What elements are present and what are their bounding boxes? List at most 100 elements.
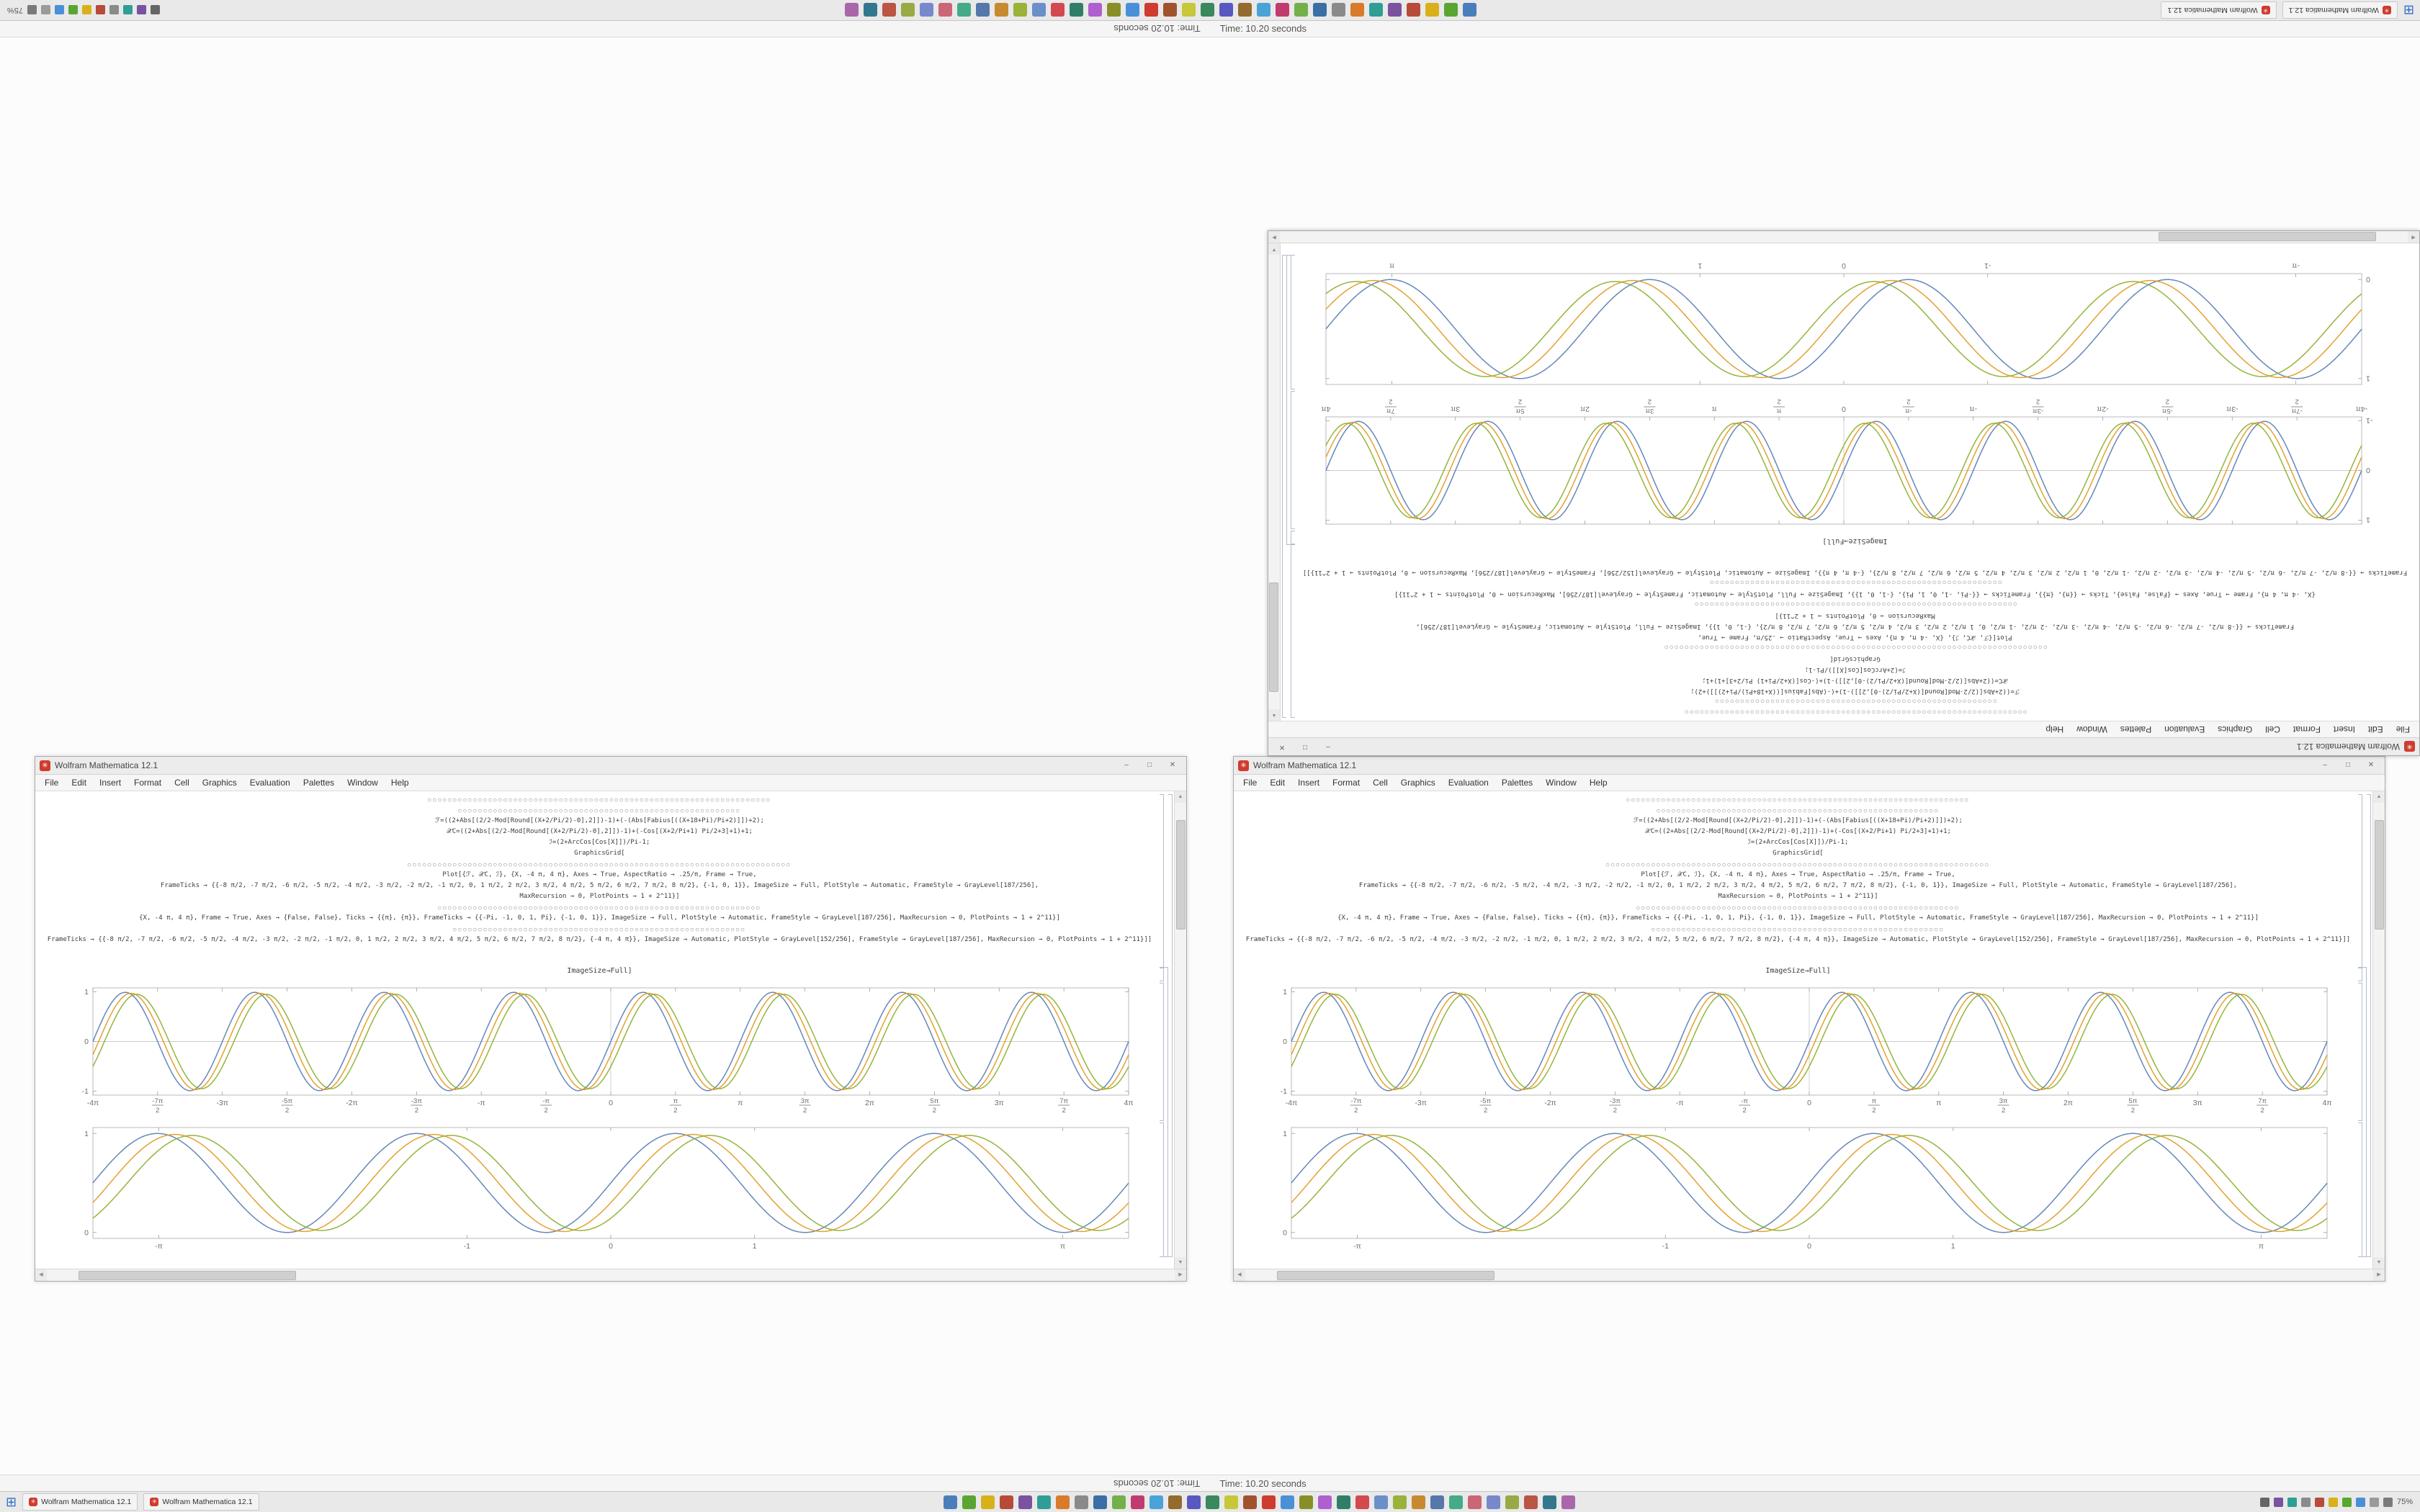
taskbar-app-icon[interactable] [1224, 1495, 1239, 1509]
minimize-button[interactable]: – [2323, 761, 2327, 769]
tray-icon[interactable] [2328, 1497, 2338, 1507]
code-line[interactable]: FrameTicks → {{-8 π/2, -7 π/2, -6 π/2, -… [1245, 936, 2351, 943]
close-button[interactable]: ✕ [2367, 761, 2375, 769]
taskbar-app-icon[interactable] [1393, 1495, 1407, 1509]
scroll-left-arrow[interactable]: ◀ [35, 1269, 47, 1281]
taskbar-app-icon[interactable] [1262, 1495, 1276, 1509]
smooth-plot-output[interactable]: -π -1 0 1 π 0 1 [1258, 1122, 2339, 1256]
smooth-plot-output[interactable]: -π -1 0 1 π 0 1 [60, 1122, 1140, 1256]
menu-file[interactable]: File [1243, 778, 1258, 788]
tray-icon[interactable] [2300, 1497, 2311, 1507]
taskbar-app-icon[interactable] [1056, 1495, 1070, 1509]
code-line[interactable]: Plot[{ℱ, 𝒳C, ℐ}, {X, -4 π, 4 π}, Axes → … [442, 871, 757, 878]
menu-insert[interactable]: Insert [99, 778, 122, 788]
menu-window[interactable]: Window [347, 778, 378, 788]
menu-file[interactable]: File [45, 778, 59, 788]
tray-icon[interactable] [2341, 1497, 2352, 1507]
code-line[interactable]: ℐ=(2+ArcCos[Cos[X]])/Pi-1; [1747, 839, 1849, 846]
window-titlebar[interactable]: ✳ Wolfram Mathematica 12.1 – □ ✕ [1234, 757, 2385, 775]
menu-help[interactable]: Help [1589, 778, 1608, 788]
maximize-button[interactable]: □ [2345, 761, 2351, 769]
start-button-icon[interactable]: ⊞ [6, 1495, 17, 1509]
code-line[interactable]: {X, -4 π, 4 π}, Frame → True, Axes → {Fa… [139, 914, 1060, 922]
inline-graphics-row[interactable]: ○○○○○○○○○○○○○○○○○○○○○○○○○○○○○○○○○○○○○○○○… [1652, 926, 1945, 932]
code-line[interactable]: GraphicsGrid[ [574, 850, 625, 857]
taskbar-app-icon[interactable] [1037, 1495, 1052, 1509]
horizontal-scroll-thumb[interactable] [1277, 1271, 1494, 1280]
code-line[interactable]: 𝒳C=((2+Abs[(2/2-Mod[Round[(X+2/Pi/2)-0],… [1645, 828, 1951, 835]
tray-icon[interactable] [2259, 1497, 2269, 1507]
cell-bracket[interactable] [2358, 1122, 2362, 1257]
vertical-scroll-thumb[interactable] [1176, 820, 1186, 930]
menu-palettes[interactable]: Palettes [302, 778, 335, 788]
tray-icon[interactable] [2369, 1497, 2379, 1507]
inline-graphics-row[interactable]: ○○○○○○○○○○○○○○○○○○○○○○○○○○○○○○○○○○○○○○○○… [1605, 861, 1991, 868]
dense-plot-output[interactable]: -4π -7π 2 -3π -5π 2 -2π -3π 2 -π -π 2 0 π 2 π 3π 2 2π 5π 2 3π… [1258, 983, 2339, 1120]
menu-edit[interactable]: Edit [1270, 778, 1286, 788]
code-label-cell[interactable]: ImageSize→Full] [567, 967, 632, 975]
taskbar-window-button[interactable]: ✳ Wolfram Mathematica 12.1 [143, 1493, 259, 1511]
menu-palettes[interactable]: Palettes [1501, 778, 1533, 788]
horizontal-scrollbar[interactable]: ◀ ▶ [35, 1269, 1186, 1281]
taskbar-app-icon[interactable] [1355, 1495, 1370, 1509]
close-button[interactable]: ✕ [1169, 761, 1176, 769]
taskbar-app-icon[interactable] [1430, 1495, 1445, 1509]
cell-bracket[interactable] [1160, 967, 1164, 981]
inline-graphics-row[interactable]: ○○○○○○○○○○○○○○○○○○○○○○○○○○○○○○○○○○○○○○○○… [458, 807, 741, 814]
horizontal-scrollbar[interactable]: ◀ ▶ [1234, 1269, 2385, 1281]
taskbar-app-icon[interactable] [1168, 1495, 1183, 1509]
cell-group-bracket[interactable] [2367, 794, 2371, 1257]
inline-graphics-row[interactable]: ○○○○○○○○○○○○○○○○○○○○○○○○○○○○○○○○○○○○○○○○… [438, 904, 761, 911]
taskbar-app-icon[interactable] [1112, 1495, 1126, 1509]
taskbar-app-icon[interactable] [1561, 1495, 1576, 1509]
taskbar-app-icon[interactable] [1281, 1495, 1295, 1509]
taskbar-app-icon[interactable] [1187, 1495, 1201, 1509]
vertical-scroll-thumb[interactable] [2375, 820, 2384, 930]
taskbar-app-icon[interactable] [1524, 1495, 1538, 1509]
scroll-up-arrow[interactable]: ▲ [2373, 791, 2385, 803]
menu-edit[interactable]: Edit [71, 778, 87, 788]
taskbar-app-icon[interactable] [1487, 1495, 1501, 1509]
cell-bracket[interactable] [2358, 967, 2362, 981]
menu-format[interactable]: Format [1332, 778, 1361, 788]
taskbar-app-icon[interactable] [1075, 1495, 1089, 1509]
taskbar-app-icon[interactable] [1468, 1495, 1482, 1509]
cell-bracket[interactable] [2358, 983, 2362, 1121]
menu-insert[interactable]: Insert [1298, 778, 1320, 788]
taskbar-app-icon[interactable] [944, 1495, 958, 1509]
scroll-right-arrow[interactable]: ▶ [2373, 1269, 2385, 1281]
code-line[interactable]: MaxRecursion → 0, PlotPoints → 1 + 2^11}… [1718, 893, 1878, 900]
cell-group-bracket[interactable] [1164, 967, 1168, 1257]
tray-icon[interactable] [2314, 1497, 2324, 1507]
code-line[interactable]: ℱ=((2+Abs[(2/2-Mod[Round[(X+2/Pi/2)-0],2… [435, 817, 764, 824]
taskbar-app-icon[interactable] [1000, 1495, 1014, 1509]
taskbar-app-icon[interactable] [1093, 1495, 1108, 1509]
inline-graphics-row[interactable]: ○○○○○○○○○○○○○○○○○○○○○○○○○○○○○○○○○○○○○○○○… [407, 861, 792, 868]
tray-icon[interactable] [2383, 1497, 2393, 1507]
taskbar-app-icon[interactable] [1505, 1495, 1520, 1509]
code-line[interactable]: ℱ=((2+Abs[(2/2-Mod[Round[(X+2/Pi/2)-0],2… [1634, 817, 1963, 824]
menu-help[interactable]: Help [390, 778, 409, 788]
taskbar-window-button[interactable]: ✳ Wolfram Mathematica 12.1 [22, 1493, 138, 1511]
taskbar-app-icon[interactable] [1318, 1495, 1332, 1509]
code-line[interactable]: FrameTicks → {{-8 π/2, -7 π/2, -6 π/2, -… [160, 882, 1039, 889]
scroll-up-arrow[interactable]: ▲ [1175, 791, 1186, 803]
taskbar-app-icon[interactable] [1018, 1495, 1033, 1509]
taskbar-app-icon[interactable] [1131, 1495, 1145, 1509]
taskbar-app-icon[interactable] [1206, 1495, 1220, 1509]
code-cell[interactable]: ○○○○○○○○○○○○○○○○○○○○○○○○○○○○○○○○○○○○○○○○… [1241, 794, 2355, 967]
menu-window[interactable]: Window [1546, 778, 1577, 788]
vertical-scrollbar[interactable]: ▲ ▼ [1174, 791, 1186, 1269]
maximize-button[interactable]: □ [1147, 761, 1152, 769]
menu-graphics[interactable]: Graphics [1400, 778, 1435, 788]
tray-icon[interactable] [2355, 1497, 2365, 1507]
cell-group-bracket[interactable] [2362, 967, 2367, 1257]
menu-cell[interactable]: Cell [174, 778, 189, 788]
window-titlebar[interactable]: ✳ Wolfram Mathematica 12.1 – □ ✕ [35, 757, 1186, 775]
tray-icon[interactable] [2273, 1497, 2283, 1507]
code-line[interactable]: FrameTicks → {{-8 π/2, -7 π/2, -6 π/2, -… [47, 936, 1152, 943]
taskbar-app-icon[interactable] [1374, 1495, 1389, 1509]
code-line[interactable]: ℐ=(2+ArcCos[Cos[X]])/Pi-1; [549, 839, 650, 846]
code-cell[interactable]: ○○○○○○○○○○○○○○○○○○○○○○○○○○○○○○○○○○○○○○○○… [42, 794, 1157, 967]
inline-graphics-row[interactable]: ○○○○○○○○○○○○○○○○○○○○○○○○○○○○○○○○○○○○○○○○… [1657, 807, 1940, 814]
